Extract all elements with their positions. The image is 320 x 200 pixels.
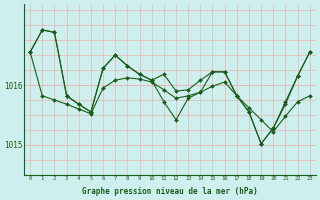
- X-axis label: Graphe pression niveau de la mer (hPa): Graphe pression niveau de la mer (hPa): [82, 187, 258, 196]
